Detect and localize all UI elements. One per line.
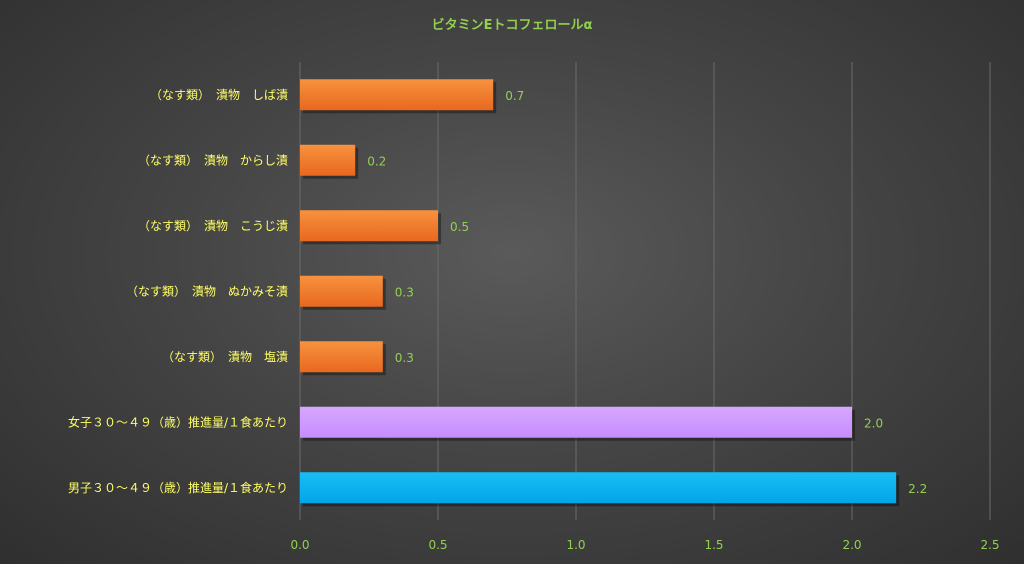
category-label: （なす類） 漬物 しば漬 (150, 87, 288, 102)
bar (300, 210, 438, 242)
x-tick-label: 0.5 (428, 538, 447, 552)
bar (300, 406, 852, 438)
data-label: 0.5 (450, 220, 469, 234)
bar (300, 79, 494, 111)
category-label: （なす類） 漬物 ぬかみそ漬 (126, 283, 288, 298)
category-label: （なす類） 漬物 からし漬 (138, 152, 288, 167)
category-label: （なす類） 漬物 こうじ漬 (138, 218, 288, 233)
category-label: （なす類） 漬物 塩漬 (162, 349, 288, 364)
bars (300, 79, 900, 507)
data-label: 2.0 (864, 416, 883, 430)
x-tick-label: 1.0 (566, 538, 585, 552)
x-tick-label: 2.0 (842, 538, 861, 552)
x-tick-label: 1.5 (704, 538, 723, 552)
x-axis: 0.0 0.5 1.0 1.5 2.0 2.5 (290, 538, 999, 552)
data-labels: 0.7 0.2 0.5 0.3 0.3 2.0 2.2 (367, 89, 927, 496)
bar (300, 144, 356, 176)
data-label: 0.3 (395, 285, 414, 299)
category-label: 女子３０～４９（歳）推進量/１食あたり (68, 414, 288, 429)
x-tick-label: 2.5 (980, 538, 999, 552)
category-labels: （なす類） 漬物 しば漬 （なす類） 漬物 からし漬 （なす類） 漬物 こうじ漬 （な… (68, 87, 288, 495)
data-label: 0.7 (505, 89, 524, 103)
bar (300, 275, 383, 307)
x-tick-label: 0.0 (290, 538, 309, 552)
data-label: 0.3 (395, 351, 414, 365)
chart-title: ビタミンEトコフェロールα (432, 17, 593, 33)
data-label: 0.2 (367, 154, 386, 168)
bar (300, 472, 897, 504)
bar (300, 341, 383, 373)
category-label: 男子３０～４９（歳）推進量/１食あたり (68, 480, 288, 495)
data-label: 2.2 (908, 482, 927, 496)
gridlines (299, 62, 991, 520)
